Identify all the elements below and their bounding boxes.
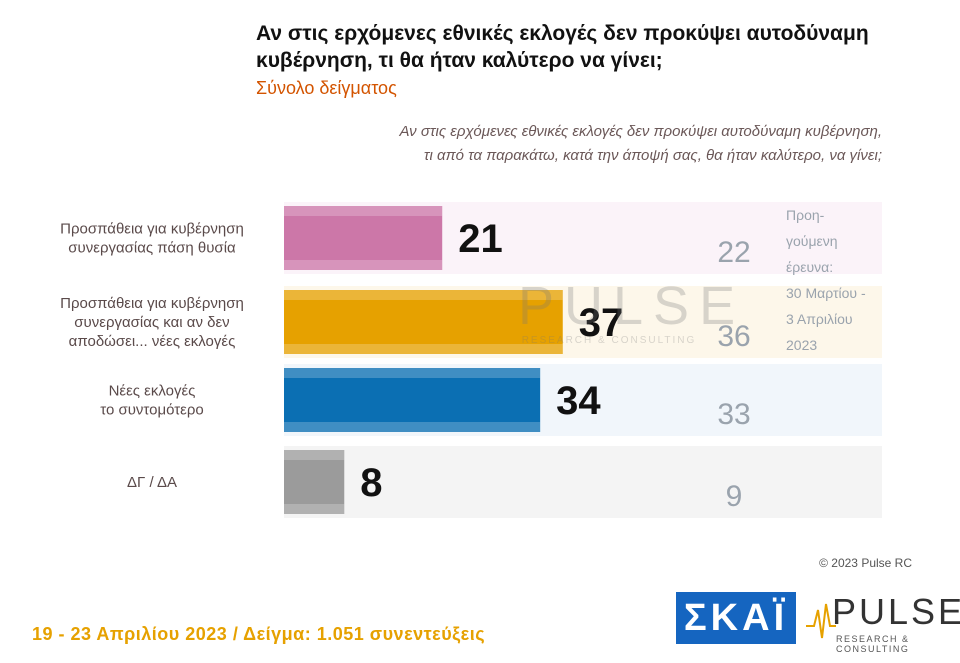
category-label: συνεργασίας και αν δεν [74, 314, 229, 331]
question-line-1: Αν στις ερχόμενες εθνικές εκλογές δεν πρ… [399, 123, 882, 140]
copyright: © 2023 Pulse RC [819, 556, 912, 570]
skai-logo: ΣΚΑΪ [676, 592, 796, 644]
bar-value-label: 34 [556, 379, 601, 423]
bar [284, 368, 541, 432]
question-text: Αν στις ερχόμενες εθνικές εκλογές δεν πρ… [262, 120, 882, 168]
previous-note-line: 3 Απριλίου [786, 311, 853, 327]
bar-highlight-bottom [284, 260, 443, 270]
bar [284, 450, 345, 514]
row-background [284, 446, 882, 518]
category-label: ΔΓ / ΔΑ [127, 474, 177, 491]
bar-highlight-bottom [284, 422, 541, 432]
previous-note-line: 30 Μαρτίου - [786, 285, 866, 301]
previous-note-line: 2023 [786, 337, 818, 353]
bar-highlight-top [284, 206, 443, 216]
bar-highlight-top [284, 450, 345, 460]
bar-value-label: 8 [360, 461, 382, 505]
bar [284, 290, 563, 354]
pulse-logo: PULSE RESEARCH & CONSULTING [806, 592, 960, 654]
pulse-logo-name: PULSE [832, 591, 960, 632]
previous-value-label: 9 [726, 480, 743, 513]
previous-note-line: έρευνα: [786, 259, 834, 275]
bar [284, 206, 443, 270]
pulse-wave-icon [806, 603, 836, 639]
category-label: το συντομότερο [100, 402, 204, 419]
category-label: Νέες εκλογές [109, 383, 196, 400]
bar-value-label: 21 [458, 217, 503, 261]
category-label: Προσπάθεια για κυβέρνηση [60, 221, 244, 238]
category-label: Προσπάθεια για κυβέρνηση [60, 295, 244, 312]
bar-highlight-bottom [284, 504, 345, 514]
previous-note-line: γούμενη [786, 233, 838, 249]
bar-highlight-bottom [284, 344, 563, 354]
category-label: συνεργασίας πάση θυσία [68, 240, 236, 257]
pulse-logo-sub: RESEARCH & CONSULTING [836, 634, 910, 654]
chart-subtitle: Σύνολο δείγματος [256, 78, 397, 98]
previous-survey-note: Προη-γούμενη έρευνα: 30 Μαρτίου - 3 Απριλίο… [786, 202, 876, 358]
previous-value-label: 36 [717, 320, 750, 353]
previous-value-label: 33 [717, 398, 750, 431]
previous-note-line: Προη- [786, 207, 825, 223]
fieldwork-info: 19 - 23 Απριλίου 2023 / Δείγμα: 1.051 συ… [32, 624, 486, 644]
chart-title: Αν στις ερχόμενες εθνικές εκλογές δεν πρ… [256, 22, 869, 72]
question-line-2: τι από τα παρακάτω, κατά την άποψή σας, … [423, 147, 882, 164]
bar-highlight-top [284, 290, 563, 300]
bar-highlight-top [284, 368, 541, 378]
bar-value-label: 37 [579, 301, 624, 345]
category-label: αποδώσει... νέες εκλογές [69, 333, 236, 350]
previous-value-label: 22 [717, 236, 750, 269]
